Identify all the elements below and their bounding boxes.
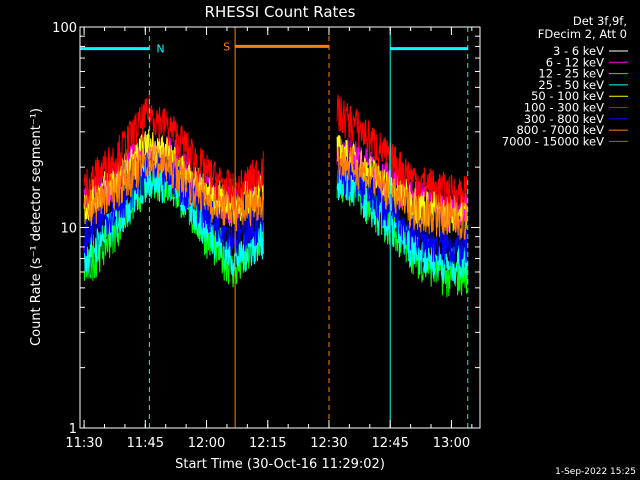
legend-header-1: FDecim 2, Att 0 [538, 27, 627, 41]
legend-entry-7: 800 - 7000 keV [516, 123, 604, 137]
series-2 [83, 159, 468, 298]
y-tick-label-2: 100 [52, 21, 77, 36]
x-tick-label-3: 12:15 [249, 436, 286, 451]
marker-0-label: N [156, 43, 164, 56]
y-tick-label-1: 10 [60, 222, 77, 237]
legend-header-0: Det 3f,9f, [573, 14, 627, 28]
legend-entry-0: 3 - 6 keV [553, 44, 604, 58]
legend-entry-5: 100 - 300 keV [524, 101, 604, 115]
series-6-trace-0 [83, 150, 264, 257]
x-tick-label-5: 12:45 [371, 436, 408, 451]
x-tick-label-1: 11:45 [127, 436, 164, 451]
marker-1-label: S [223, 40, 230, 53]
series-0-trace-0 [83, 77, 264, 155]
y-tick-label-0: 1 [69, 422, 77, 437]
series-7-trace-0 [83, 142, 264, 232]
plot-area [83, 74, 468, 298]
series-5-trace-1 [336, 94, 468, 214]
series-7 [83, 142, 468, 240]
x-tick-label-4: 12:30 [310, 436, 347, 451]
series-7-trace-1 [336, 146, 468, 240]
y-axis-label: Count Rate (s⁻¹ detector segment⁻¹) [29, 108, 44, 346]
x-tick-label-0: 11:30 [65, 436, 102, 451]
series-5-trace-0 [83, 94, 264, 214]
x-tick-label-2: 12:00 [188, 436, 225, 451]
legend-entry-1: 6 - 12 keV [546, 55, 604, 69]
legend-entry-2: 12 - 25 keV [538, 67, 604, 81]
series-5 [83, 94, 468, 214]
series-0-trace-1 [336, 74, 468, 154]
chart-title: RHESSI Count Rates [205, 3, 356, 21]
series-0 [83, 74, 468, 155]
footer-date: 1-Sep-2022 15:25 [555, 467, 636, 477]
legend-entry-4: 50 - 100 keV [531, 89, 604, 103]
axes: 11:30 11:45 12:00 12:15 12:30 12:45 13:00 1 10 10… [52, 21, 481, 451]
legend-entry-8: 7000 - 15000 keV [502, 134, 604, 148]
legend-entry-3: 25 - 50 keV [538, 78, 604, 92]
x-tick-label-6: 13:00 [433, 436, 470, 451]
legend-entry-6: 300 - 800 keV [524, 112, 604, 126]
x-axis-label: Start Time (30-Oct-16 11:29:02) [175, 457, 385, 472]
